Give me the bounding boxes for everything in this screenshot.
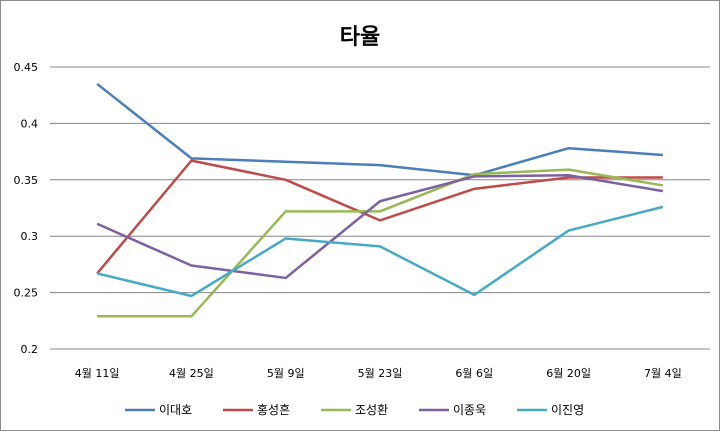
x-tick-label: 4월 25일 [169, 366, 214, 380]
x-tick-label: 5월 23일 [358, 366, 403, 380]
legend-label: 이종욱 [453, 403, 486, 417]
y-tick-label: 0.45 [14, 61, 39, 74]
y-tick-label: 0.2 [21, 343, 39, 356]
y-axis-ticks: 0.2 0.25 0.3 0.35 0.4 0.45 [14, 61, 39, 356]
legend-label: 이대호 [159, 403, 192, 417]
y-tick-label: 0.35 [14, 174, 39, 187]
legend-label: 홍성흔 [257, 403, 290, 417]
series-line [96, 174, 664, 280]
series-line [96, 159, 663, 275]
y-tick-label: 0.25 [14, 287, 39, 300]
x-tick-label: 7월 4일 [644, 366, 682, 380]
legend-label: 조성환 [355, 403, 388, 417]
series-line [97, 168, 664, 318]
y-tick-label: 0.3 [21, 230, 39, 243]
gridlines [50, 66, 710, 294]
x-tick-label: 4월 11일 [75, 366, 120, 380]
chart-title: 타율 [340, 25, 380, 50]
x-tick-label: 6월 6일 [455, 366, 493, 380]
x-tick-label: 5월 9일 [267, 366, 305, 380]
legend: 이대호 홍성흔 조성환 이종욱 이진영 [125, 403, 584, 417]
series-line [96, 82, 663, 177]
y-tick-label: 0.4 [21, 117, 39, 130]
legend-label: 이진영 [551, 403, 584, 417]
x-axis-ticks: 4월 11일 4월 25일 5월 9일 5월 23일 6월 6일 6월 20일 7월 4일 [75, 366, 682, 380]
series-lines [96, 82, 664, 318]
series-line [96, 205, 664, 298]
x-tick-label: 6월 20일 [546, 366, 591, 380]
